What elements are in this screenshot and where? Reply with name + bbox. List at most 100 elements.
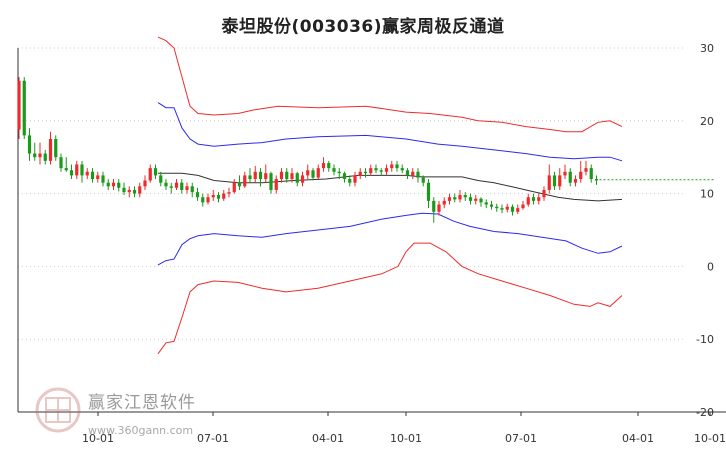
- watermark-brand: 赢家江恩软件: [88, 393, 196, 413]
- upper-inner-band-line: [157, 102, 623, 162]
- candle-body: [190, 186, 194, 193]
- candle-body: [500, 208, 504, 210]
- candle-body: [463, 195, 467, 198]
- candle-body: [253, 171, 257, 180]
- candle-body: [327, 163, 331, 169]
- candle-body: [306, 170, 310, 176]
- candle-body: [164, 182, 168, 187]
- candle-body: [75, 164, 79, 176]
- watermark-seal-icon: [35, 387, 81, 433]
- grid-lines: [18, 47, 686, 413]
- candle-body: [201, 197, 205, 203]
- candle-body: [180, 182, 184, 190]
- candle-body: [227, 192, 231, 194]
- candle-body: [258, 171, 263, 180]
- candle-body: [379, 170, 383, 172]
- y-tick-label: 30: [700, 42, 714, 55]
- candle-body: [479, 198, 483, 203]
- candle-body: [169, 186, 173, 188]
- candle-body: [458, 195, 462, 200]
- candle-body: [395, 164, 399, 169]
- candle-body: [332, 168, 336, 172]
- candle-body: [285, 171, 289, 180]
- chart-title: 泰坦股份(003036)赢家周极反通道: [221, 17, 505, 37]
- candle-body: [122, 187, 126, 193]
- candle-body: [59, 157, 63, 169]
- candle-body: [264, 173, 268, 180]
- candle-body: [237, 182, 242, 187]
- y-tick-label: -10: [696, 333, 714, 346]
- candle-body: [505, 206, 509, 210]
- candle-body: [369, 168, 373, 174]
- middle-band-line: [158, 172, 623, 202]
- candle-body: [138, 186, 142, 194]
- candle-body: [27, 135, 32, 154]
- candle-body: [106, 182, 110, 187]
- candle-body: [416, 171, 420, 178]
- candle-body: [568, 171, 572, 183]
- candle-body: [468, 197, 473, 201]
- candle-body: [290, 173, 294, 180]
- candle-body: [279, 171, 284, 180]
- candle-body: [542, 189, 546, 198]
- candle-body: [132, 189, 137, 194]
- candle-body: [584, 168, 588, 172]
- candle-body: [547, 175, 551, 190]
- x-tick-label: 07-01: [197, 432, 229, 445]
- candle-body: [17, 80, 21, 130]
- candle-body: [243, 175, 247, 187]
- channel-lines: [157, 36, 714, 355]
- x-tick-label: 07-01: [505, 432, 537, 445]
- candle-body: [274, 179, 278, 190]
- candle-body: [489, 204, 494, 207]
- candle-body: [117, 182, 121, 188]
- candlesticks: [17, 77, 599, 223]
- candle-body: [384, 168, 389, 172]
- candle-body: [363, 171, 368, 174]
- watermark-url: www.360gann.com: [88, 424, 194, 437]
- candle-body: [316, 168, 320, 178]
- candle-body: [510, 206, 515, 212]
- x-tick-label: 10-01: [390, 432, 422, 445]
- candle-body: [216, 195, 221, 199]
- candle-body: [153, 168, 158, 176]
- candle-body: [90, 171, 95, 180]
- candle-body: [516, 208, 520, 212]
- candle-body: [311, 170, 315, 178]
- candle-body: [400, 168, 404, 171]
- candle-body: [531, 197, 536, 201]
- candle-body: [447, 197, 452, 201]
- candle-body: [432, 200, 436, 212]
- candle-body: [54, 139, 58, 158]
- tick-labels: 30 20 10 0 -10 -20 10-01 07-01 04-01 10-01 07-01 04…: [82, 42, 726, 445]
- x-tick-label: 10-01: [82, 432, 114, 445]
- candle-body: [342, 173, 347, 180]
- candle-body: [43, 153, 47, 161]
- candle-body: [64, 168, 68, 171]
- candle-body: [101, 175, 105, 183]
- candle-body: [148, 168, 152, 181]
- candle-body: [295, 173, 299, 183]
- candle-body: [337, 171, 341, 174]
- candle-body: [348, 179, 352, 183]
- candle-body: [33, 153, 37, 158]
- candle-body: [211, 195, 215, 198]
- candle-body: [484, 202, 488, 205]
- x-tick-label: 04-01: [312, 432, 344, 445]
- candle-body: [269, 173, 273, 190]
- candle-body: [195, 192, 200, 198]
- candle-body: [521, 204, 525, 209]
- candle-body: [526, 197, 530, 205]
- candle-body: [85, 171, 89, 176]
- candle-body: [321, 163, 326, 169]
- candle-body: [495, 206, 499, 209]
- y-tick-label: 20: [700, 115, 714, 128]
- candle-body: [579, 171, 583, 180]
- upper-outer-band-line: [157, 36, 623, 133]
- lower-inner-band-line: [157, 212, 623, 266]
- candle-body: [390, 164, 394, 169]
- candle-body: [111, 182, 116, 187]
- candle-body: [374, 168, 378, 171]
- candle-body: [48, 139, 53, 161]
